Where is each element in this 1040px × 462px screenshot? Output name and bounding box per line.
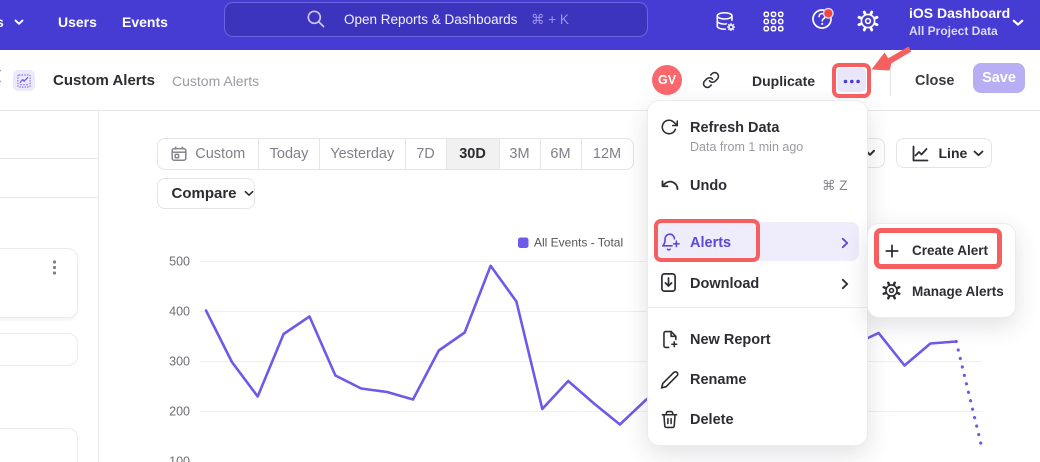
svg-text:300: 300 <box>169 355 190 369</box>
svg-text:400: 400 <box>169 305 190 319</box>
svg-text:200: 200 <box>169 405 190 419</box>
svg-text:100: 100 <box>169 455 190 462</box>
svg-text:500: 500 <box>169 255 190 269</box>
svg-text:All Events - Total: All Events - Total <box>534 236 623 250</box>
